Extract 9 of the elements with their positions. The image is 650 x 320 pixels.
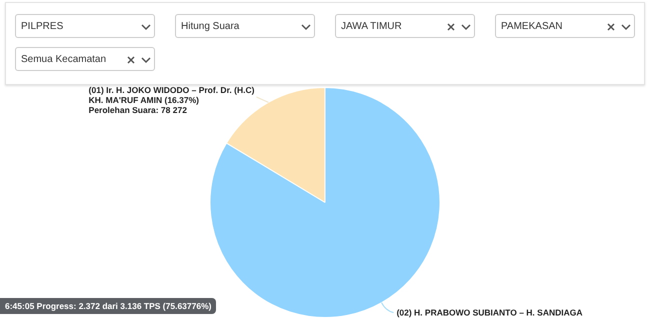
slice-label: (02) H. PRABOWO SUBIANTO – H. SANDIAGA: [396, 308, 582, 318]
text: JAWA TIMUR: [335, 14, 475, 38]
text: Hitung Suara: [175, 14, 315, 38]
text: 6:45:05 Progress: 2.372 dari 3.136 TPS (75.63776%): [0, 298, 216, 314]
slice-label: (01) Ir. H. JOKO WIDODO – Prof. Dr. (H.C) KH. MA'RUF AMIN (16.37%): [88, 85, 255, 105]
text: Perolehan Suara: 78 272: [88, 105, 188, 115]
text: PILPRES: [15, 14, 155, 38]
text: PAMEKASAN: [495, 14, 635, 38]
text: Semua Kecamatan: [15, 47, 155, 71]
